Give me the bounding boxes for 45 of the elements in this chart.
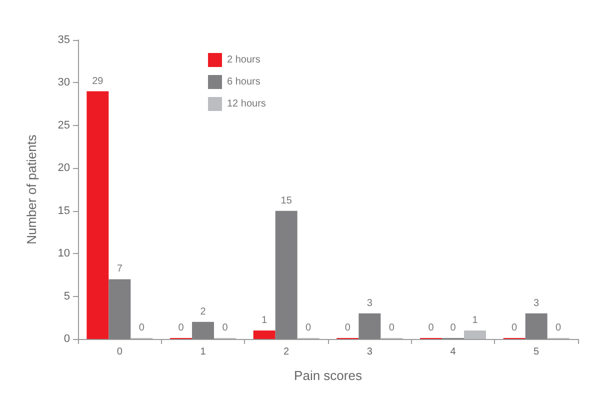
- bar: [108, 279, 131, 339]
- y-tick-label: 0: [64, 333, 70, 345]
- data-label: 0: [138, 322, 145, 334]
- bar: [86, 91, 109, 339]
- x-tick-label: 5: [534, 346, 540, 358]
- x-tick-label: 2: [284, 346, 290, 358]
- x-tick-label: 1: [200, 346, 206, 358]
- y-tick-label: 15: [58, 204, 70, 217]
- legend-label: 12 hours: [227, 98, 266, 110]
- bar: [192, 322, 214, 339]
- x-axis-title: Pain scores: [294, 368, 362, 383]
- data-label: 0: [178, 322, 184, 334]
- x-tick-label: 4: [450, 346, 456, 358]
- data-label: 0: [344, 322, 351, 334]
- bar: [253, 330, 276, 339]
- y-tick-label: 25: [58, 119, 70, 132]
- x-tick-label: 3: [366, 346, 373, 358]
- data-label: 15: [280, 195, 292, 206]
- legend-label: 2 hours: [227, 54, 260, 66]
- data-label: 0: [556, 322, 562, 334]
- data-label: 0: [222, 322, 228, 334]
- bar: [358, 313, 381, 339]
- bar: [275, 210, 298, 339]
- bar: [525, 313, 548, 339]
- data-label: 29: [92, 76, 104, 87]
- legend-label: 6 hours: [227, 76, 260, 88]
- data-label: 0: [388, 322, 395, 334]
- data-label: 0: [428, 322, 434, 334]
- data-label: 1: [472, 314, 478, 326]
- y-tick-label: 5: [64, 290, 70, 302]
- data-label: 0: [450, 322, 456, 334]
- x-tick-label: 0: [116, 346, 123, 358]
- data-label: 7: [116, 264, 123, 275]
- y-tick-label: 35: [58, 34, 70, 46]
- y-axis-title: Number of patients: [24, 134, 39, 244]
- data-label: 0: [512, 322, 518, 334]
- y-tick-label: 20: [58, 162, 70, 174]
- y-tick-label: 10: [58, 248, 70, 260]
- y-tick-label: 30: [58, 76, 70, 89]
- data-label: 3: [534, 298, 540, 309]
- data-label: 1: [262, 314, 268, 326]
- data-label: 0: [306, 322, 312, 334]
- bar: [464, 330, 486, 339]
- data-label: 3: [366, 298, 373, 309]
- data-label: 2: [200, 306, 206, 318]
